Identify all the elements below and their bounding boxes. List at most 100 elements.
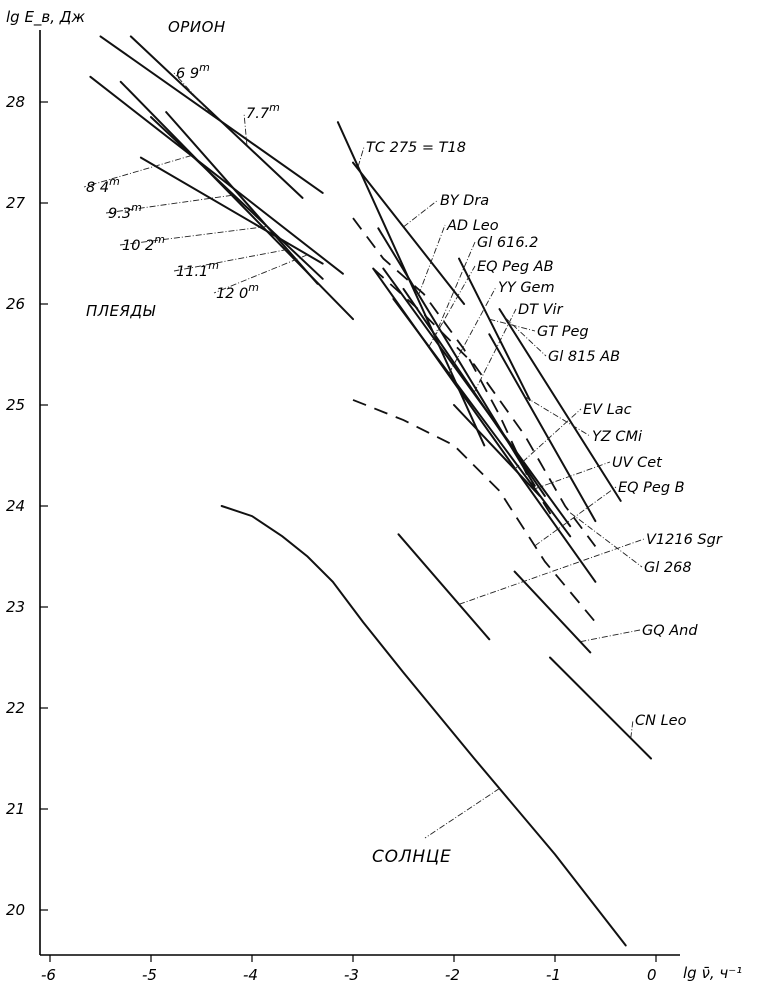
label-leader [418,224,446,295]
x-tick-label: -2 [445,966,460,984]
y-tick-label: 23 [6,598,25,616]
label-leader [534,461,611,490]
series-line-ev-lac [453,404,541,497]
x-tick-label: -3 [344,966,359,984]
label-leader [569,512,643,568]
series-label-sup: m [199,61,210,74]
series-label: CN Leo [635,713,687,729]
label-leader [489,318,536,332]
label-leader [243,112,248,146]
label-leader [473,308,517,393]
y-tick-label: 20 [6,901,25,919]
plot-area [89,35,652,947]
series-line-by-dra [352,161,466,305]
label-leader [428,265,476,348]
series-label-text: EQ Peg B [618,480,685,496]
series-label-sup: m [154,233,165,246]
series-label-sup: m [248,281,259,294]
series-label: 10 2m [122,233,165,254]
series-label: Gl 268 [644,560,692,576]
series-line-gl-815-ab [498,308,622,502]
series-label-text: YZ CMi [592,429,642,445]
series-line-11-1m [165,111,319,285]
ticks: -6 -5 -4 -3 -2 -1 0 20 21 22 23 24 25 26 27 28 [6,93,657,984]
series-line-6-9m [99,35,324,194]
x-tick-label: -4 [243,966,258,984]
y-tick-label: 22 [6,699,25,717]
x-axis-title: lg ν̄, ч⁻¹ [683,964,742,982]
series-line-yy-gem [392,297,572,538]
series-label-text: Gl 815 AB [548,349,620,365]
series-line-gt-peg [458,257,531,401]
series-label-text: EV Lac [583,402,632,418]
label-leader [448,286,497,374]
series-line-v1216-sgr [397,533,491,641]
dashed-curve-gl-268 [372,267,597,547]
series-label-text: 11.1 [176,264,208,280]
y-tick-label: 26 [6,295,25,313]
series-label: TC 275 = T18 [366,140,466,156]
series-line-yz-cmi [488,333,597,523]
series-label: 12 0m [216,281,259,302]
series-label-text: V1216 Sgr [646,532,723,548]
series-line-7-7m [129,35,304,199]
label-leader [83,155,192,188]
series-line-cn-leo [549,656,652,760]
series-line-dt-vir [402,287,546,497]
series-label: EQ Peg AB [477,259,554,275]
axes: lg E_в, Дж lg ν̄, ч⁻¹ [6,8,742,982]
label-leader [458,538,645,605]
series-label-text: AD Leo [446,218,499,234]
y-tick-label: 27 [6,194,26,212]
y-tick-label: 24 [6,497,25,515]
series-line-10-2m [150,116,324,280]
label-leader [173,249,288,272]
label-leader [514,408,582,470]
y-tick-label: 21 [6,800,25,818]
series-label-text: Gl 616.2 [477,235,538,251]
series-line-12-0m [139,156,324,265]
group-label-sun: СОЛНЦЕ [372,847,452,867]
x-tick-label: -5 [142,966,157,984]
label-leader [504,316,547,357]
series-label: 11.1m [176,259,219,280]
series-label-text: BY Dra [440,193,489,209]
series-label: GT Peg [537,324,589,340]
series-label: V1216 Sgr [646,532,723,548]
series-label-text: 9.3 [108,206,131,222]
series-label-text: YY Gem [498,280,555,296]
x-tick-label: -1 [546,966,561,984]
series-label-text: 10 2 [122,238,154,254]
series-label-sup: m [269,101,280,114]
dashed-curve-eq-peg-b [352,399,597,623]
series-label: EQ Peg B [618,480,685,496]
series-label: Gl 815 AB [548,349,620,365]
label-leader [119,226,268,246]
group-label-orion: ОРИОН [168,18,226,36]
series-label-sup: m [109,175,120,188]
series-label-text: Gl 268 [644,560,692,576]
series-label-text: 8 4 [86,180,109,196]
series-label: YY Gem [498,280,555,296]
series-label: BY Dra [440,193,489,209]
series-label-text: 7.7 [246,106,270,122]
series-label-text: DT Vir [518,302,564,318]
label-leader [105,194,232,214]
label-leader [173,72,212,115]
x-tick-label: 0 [647,966,657,984]
series-label: Gl 616.2 [477,235,538,251]
series-label: 7.7m [246,101,280,122]
series-label: YZ CMi [592,429,642,445]
series-label-text: GQ And [642,623,698,639]
series-label: 9.3m [108,201,142,222]
series-label: DT Vir [518,302,564,318]
series-label-text: GT Peg [537,324,589,340]
series-label: GQ And [642,623,698,639]
group-label-pleiades: ПЛЕЯДЫ [86,302,156,320]
label-leader [357,146,365,167]
label-leader [213,254,308,294]
series-label-sup: m [131,201,142,214]
